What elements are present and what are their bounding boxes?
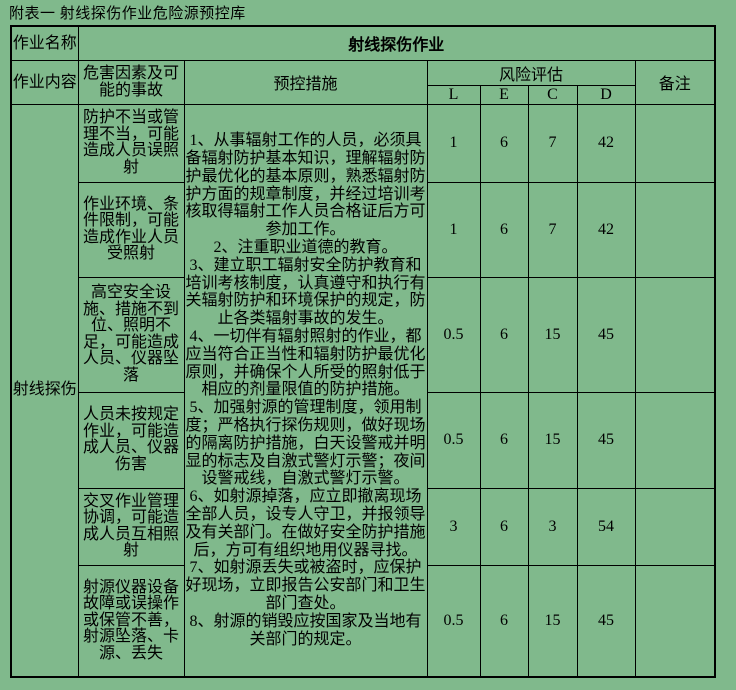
risk-D-cell: 42	[576, 181, 636, 278]
table-row: 射线探伤 防护不当或管理不当，可能造成人员误照射 1、从事辐射工作的人员，必须具…	[10, 103, 716, 678]
risk-L-cell: 0.5	[426, 391, 481, 489]
hazard-cell: 高空安全设施、措施不到位、照明不足，可能造成人员、仪器坠落	[77, 276, 185, 393]
remark-column-header: 备注	[634, 59, 716, 105]
measures-column-header: 预控措施	[183, 59, 428, 105]
remark-cell	[634, 103, 716, 183]
risk-C-cell: 15	[527, 564, 578, 678]
hazard-cell: 人员未按规定作业，可能造成人员、仪器伤害	[77, 391, 185, 489]
remark-cell	[634, 181, 716, 278]
risk-E-cell: 6	[479, 103, 529, 183]
job-name-value: 射线探伤作业	[77, 25, 716, 61]
risk-D-cell: 42	[576, 103, 636, 183]
remark-cell	[634, 564, 716, 678]
col-header-L: L	[426, 84, 481, 105]
risk-eval-header: 风险评估	[426, 59, 636, 86]
risk-D-cell: 45	[576, 564, 636, 678]
hazard-precontrol-table: 作业名称 射线探伤作业 作业内容 危害因素及可能的事故 预控措施 风险评估 备注…	[10, 25, 717, 678]
risk-L-cell: 3	[426, 487, 481, 566]
risk-D-cell: 54	[576, 487, 636, 566]
measure-item: 7、如射源丢失或被盗时，应保护好现场，立即报告公安部门和卫生部门查处。	[185, 559, 426, 612]
risk-C-cell: 15	[527, 276, 578, 393]
risk-L-cell: 0.5	[426, 564, 481, 678]
table-row: 人员未按规定作业，可能造成人员、仪器伤害 0.5 6 15 45	[11, 391, 716, 489]
lecd-header-row: L E C D	[11, 84, 715, 105]
job-name-label: 作业名称	[10, 25, 79, 61]
remark-cell	[634, 391, 716, 489]
hazard-cell: 交叉作业管理协调，可能造成人员互相照射	[77, 487, 185, 566]
risk-C-cell: 15	[527, 391, 578, 489]
hazard-cell: 射源仪器设备故障或误操作或保管不善，射源坠落、卡源、丢失	[77, 564, 185, 678]
job-name-row: 作业名称 射线探伤作业	[10, 25, 716, 61]
risk-E-cell: 6	[479, 276, 529, 393]
col-header-D: D	[576, 84, 636, 105]
column-header-row: 作业内容 危害因素及可能的事故 预控措施 风险评估 备注	[10, 59, 716, 105]
measure-item: 4、一切伴有辐射照射的作业，都应当符合正当性和辐射防护最优化原则，并确保个人所受…	[185, 327, 426, 399]
risk-E-cell: 6	[479, 487, 529, 566]
risk-L-cell: 1	[426, 103, 481, 183]
risk-C-cell: 7	[527, 103, 578, 183]
measure-item: 2、注重职业道德的教育。	[213, 238, 398, 256]
table-row: 作业环境、条件限制，可能造成作业人员受照射 1 6 7 42	[11, 181, 716, 278]
measure-item: 8、射源的销毁应按国家及当地有关部门的规定。	[189, 612, 422, 648]
risk-L-cell: 0.5	[426, 276, 481, 393]
col-header-E: E	[479, 84, 529, 105]
hazard-column-header: 危害因素及可能的事故	[77, 59, 185, 105]
measures-cell: 1、从事辐射工作的人员，必须具备辐射防护基本知识，理解辐射防护最优化的基本原则，…	[183, 103, 428, 678]
risk-D-cell: 45	[576, 276, 636, 393]
risk-C-cell: 7	[527, 181, 578, 278]
risk-C-cell: 3	[527, 487, 578, 566]
remark-cell	[634, 487, 716, 566]
remark-cell	[634, 276, 716, 393]
hazard-cell: 作业环境、条件限制，可能造成作业人员受照射	[77, 181, 185, 278]
risk-L-cell: 1	[426, 181, 481, 278]
measure-item: 5、加强射源的管理制度，领用制度；严格执行探伤规则，做好现场的隔离防护措施，白天…	[185, 399, 426, 488]
hazard-cell: 防护不当或管理不当，可能造成人员误照射	[77, 103, 185, 183]
col-header-C: C	[527, 84, 578, 105]
measure-item: 3、建立职工辐射安全防护教育和培训考核制度，认真遵守和执行有关辐射防护和环境保护…	[185, 256, 426, 328]
table-row: 射源仪器设备故障或误操作或保管不善，射源坠落、卡源、丢失 0.5 6 15 45	[11, 564, 716, 678]
risk-E-cell: 6	[479, 181, 529, 278]
risk-D-cell: 45	[576, 391, 636, 489]
document-title: 附表一 射线探伤作业危险源预控库	[9, 6, 246, 22]
measure-item: 1、从事辐射工作的人员，必须具备辐射防护基本知识，理解辐射防护最优化的基本原则，…	[185, 132, 426, 239]
job-content-header: 作业内容	[10, 59, 79, 105]
measure-item: 6、如射源掉落，应立即撤离现场全部人员，设专人守卫，并报领导及有关部门。在做好安…	[185, 488, 426, 559]
risk-E-cell: 6	[479, 391, 529, 489]
job-content-value: 射线探伤	[10, 103, 79, 678]
table-row: 交叉作业管理协调，可能造成人员互相照射 3 6 3 54	[11, 487, 716, 566]
risk-E-cell: 6	[479, 564, 529, 678]
